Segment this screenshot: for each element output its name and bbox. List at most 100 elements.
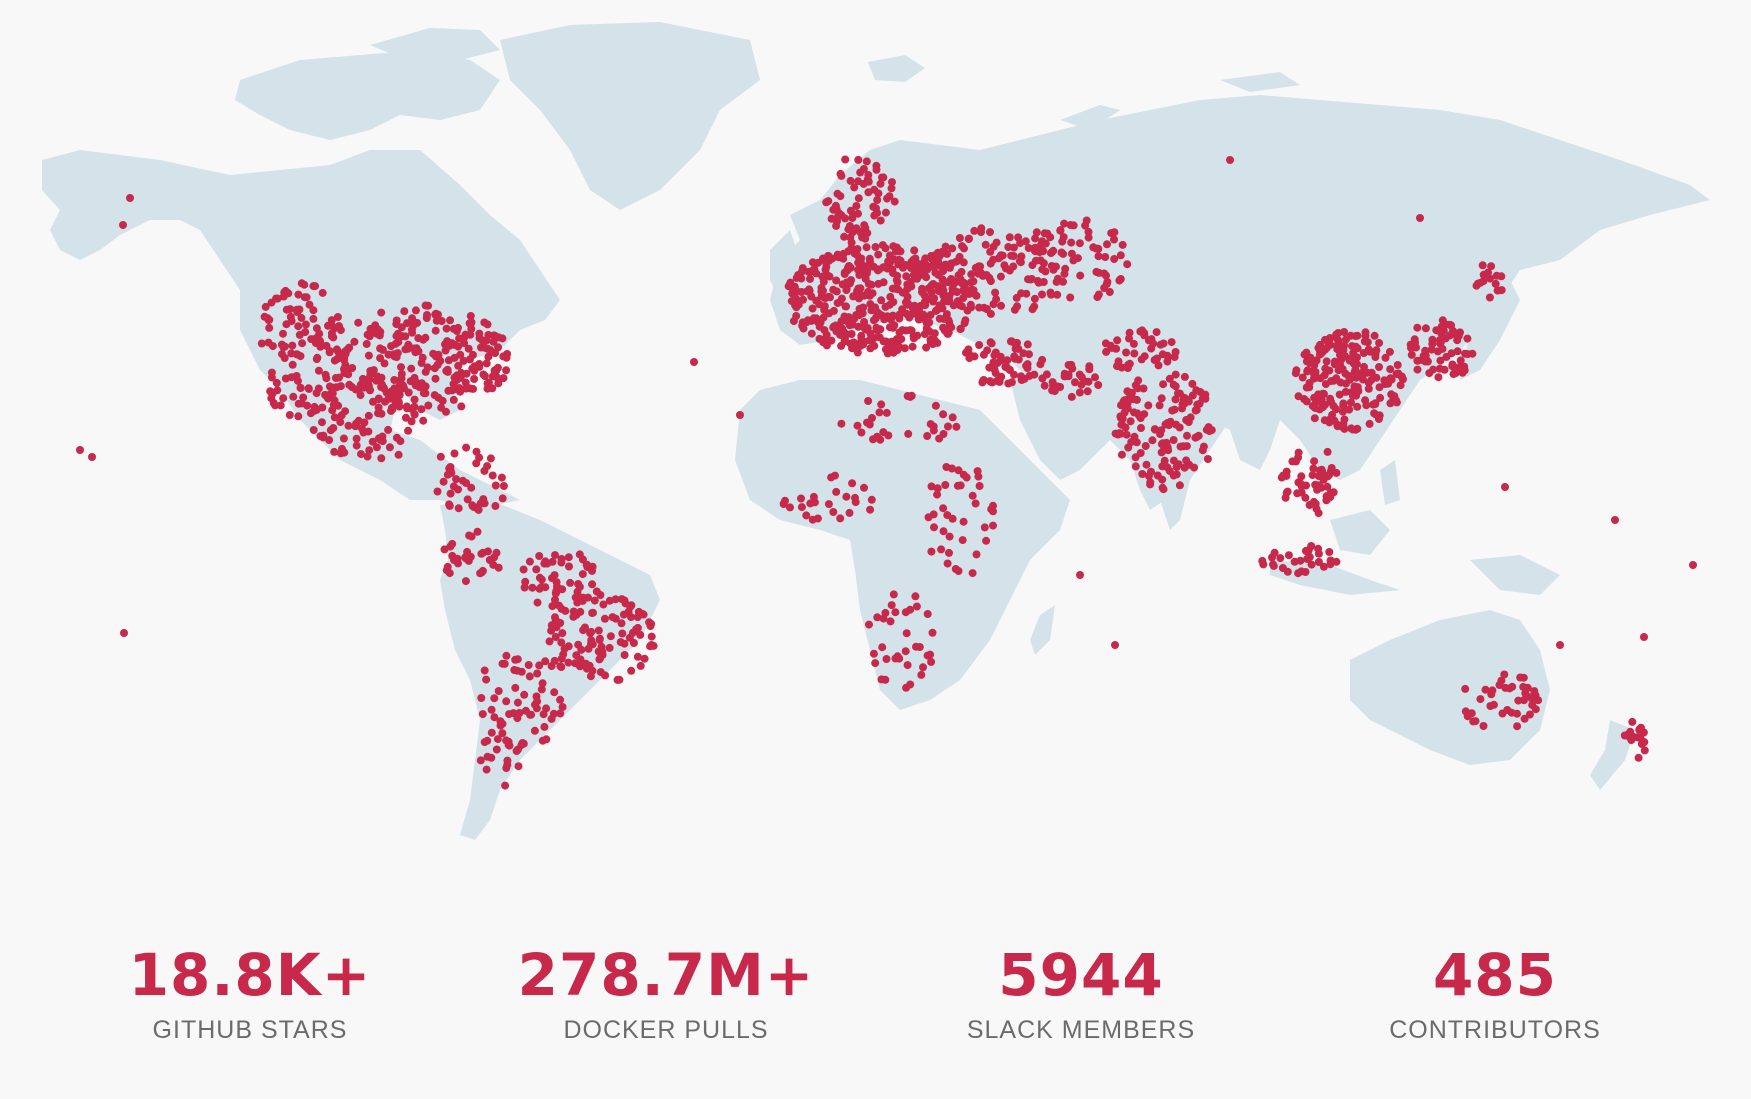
user-dot <box>1393 361 1402 369</box>
user-dot <box>1375 339 1384 347</box>
user-dot <box>579 593 588 602</box>
user-dot <box>807 329 816 338</box>
stat-label: GITHUB STARS <box>152 1016 348 1044</box>
user-dot <box>514 762 523 771</box>
user-dot <box>869 649 878 658</box>
user-dot <box>272 378 281 387</box>
user-dot <box>560 644 569 653</box>
user-dot <box>1312 373 1321 382</box>
user-dot <box>923 610 932 618</box>
user-dot <box>1009 262 1018 271</box>
user-dot <box>881 675 890 684</box>
user-dot <box>465 319 474 328</box>
user-dot <box>1089 243 1098 252</box>
user-dot <box>595 634 604 643</box>
user-dot <box>1157 448 1166 457</box>
user-dot <box>1329 488 1338 497</box>
user-dot <box>862 269 871 278</box>
user-dot <box>1111 641 1119 649</box>
user-dot <box>810 264 819 273</box>
user-dot <box>1519 673 1528 682</box>
user-dot <box>970 352 979 361</box>
user-dot <box>1117 450 1126 459</box>
user-dot <box>1041 267 1050 276</box>
user-dot <box>1463 334 1472 343</box>
user-dot <box>397 363 405 372</box>
user-dot <box>398 332 407 341</box>
user-dot <box>446 489 455 498</box>
user-dot <box>490 694 499 703</box>
user-dot <box>1083 387 1092 396</box>
user-dot <box>558 703 567 711</box>
user-dot <box>985 377 994 386</box>
user-dot <box>969 286 978 295</box>
user-dot <box>926 311 935 319</box>
user-dot <box>549 709 558 718</box>
user-dot <box>477 343 485 352</box>
user-dot <box>392 433 401 442</box>
user-dot <box>1110 228 1119 237</box>
user-dot <box>1164 419 1173 427</box>
user-dot <box>865 254 874 263</box>
user-dot <box>1471 717 1480 726</box>
user-dot <box>511 683 520 692</box>
user-dot <box>824 252 833 261</box>
user-dot <box>836 514 845 523</box>
user-dot <box>879 614 888 623</box>
user-dot <box>1124 360 1133 369</box>
user-dot <box>1338 365 1347 373</box>
user-dot <box>1317 483 1326 492</box>
user-dot <box>445 569 454 578</box>
user-dot <box>1386 365 1395 374</box>
user-dot <box>945 292 954 300</box>
user-dot <box>294 399 303 408</box>
user-dot <box>808 515 817 524</box>
user-dot <box>352 441 361 450</box>
user-dot <box>842 492 851 501</box>
user-dot <box>854 209 862 218</box>
user-dot <box>500 659 509 668</box>
user-dot <box>690 358 698 366</box>
user-dot <box>1640 746 1649 755</box>
user-dot <box>499 352 508 361</box>
user-dot <box>1387 390 1396 399</box>
user-dot <box>832 221 841 230</box>
user-dot <box>883 194 891 203</box>
user-dot <box>886 617 895 626</box>
user-dot <box>888 265 897 274</box>
user-dot <box>1144 401 1153 410</box>
user-dot <box>948 244 957 253</box>
user-dot <box>1060 269 1069 278</box>
user-dot <box>574 640 583 649</box>
user-dot <box>299 393 308 402</box>
user-dot <box>352 419 360 428</box>
user-dot <box>922 265 931 274</box>
user-dot <box>941 481 950 489</box>
user-dot <box>1155 401 1164 410</box>
user-dot <box>882 408 891 417</box>
user-dot <box>334 401 343 410</box>
user-dot <box>467 483 476 492</box>
user-dot <box>930 523 938 532</box>
user-dot <box>1359 375 1367 384</box>
user-dot <box>859 303 868 312</box>
user-dot <box>424 401 433 410</box>
user-dot <box>466 312 475 320</box>
user-dot <box>533 598 542 607</box>
user-dot <box>592 587 601 596</box>
user-dot <box>997 301 1005 310</box>
user-dot <box>1329 402 1338 410</box>
user-dot <box>870 211 879 220</box>
eurasia-land <box>770 95 1710 510</box>
user-dot <box>1357 369 1366 377</box>
user-dot <box>937 545 946 554</box>
user-dot <box>1370 331 1379 340</box>
user-dot <box>384 350 393 359</box>
user-dot <box>400 307 409 316</box>
user-dot <box>806 274 814 283</box>
user-dot <box>831 471 839 480</box>
user-dot <box>445 501 454 510</box>
user-dot <box>832 487 841 496</box>
user-dot <box>351 385 360 394</box>
user-dot <box>394 386 403 395</box>
